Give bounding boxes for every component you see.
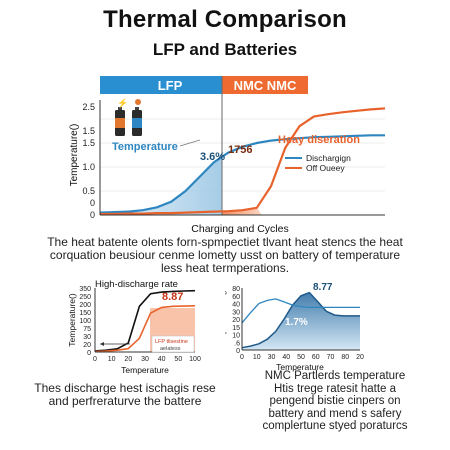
battery-icon-2-terminal: [135, 107, 139, 110]
left-ytick-4: 100: [79, 318, 91, 325]
main-x-label: Charging and Cycles: [191, 223, 288, 235]
bottom-right-line-2: Htis trege ratesit hatte a: [273, 382, 397, 395]
bottom-left-paragraph: Thes discharge hest ischagis rese and pe…: [30, 382, 220, 408]
right-ytick-4: 20: [232, 317, 240, 324]
right-series-peak: [241, 291, 360, 349]
right-xtick-5: 60: [312, 354, 320, 361]
bottom-right-line-4: battery and mend s safery: [268, 407, 402, 420]
main-chart: LFP NMC NMC 0 0 0.5 1.0 1.5 1.5 2.5 Temperature()…: [69, 76, 386, 235]
right-series-plateau: [241, 298, 360, 324]
lfp-banner-label: LFP: [158, 78, 183, 93]
middle-line-1: The heat batente olents forn-spmpectiet …: [47, 235, 403, 249]
battery-icon-1-terminal: [118, 107, 122, 110]
right-ytick-2: 10: [232, 333, 240, 340]
left-xtick-3: 30: [141, 356, 149, 363]
left-ytick-6: 200: [79, 302, 91, 309]
battery-dot-icon: [135, 99, 141, 105]
left-xtick-4: 40: [158, 356, 166, 363]
bottom-right-paragraph: NMC Partlerds temperature Htis trege rat…: [240, 370, 430, 433]
battery-charge-icon: ⚡: [117, 97, 128, 109]
series-nmc-line: [100, 107, 386, 216]
left-arrow-head: [100, 342, 104, 346]
left-x-label: Temperature: [121, 365, 169, 375]
temperature-leader: [179, 139, 201, 147]
legend-label-0: Dischargign: [306, 153, 351, 163]
lfp-area: [100, 156, 222, 215]
lfp-banner-bg: [100, 76, 222, 94]
right-ytick-0: 0: [236, 348, 240, 355]
heay-annotation: Heay diseration: [278, 134, 360, 146]
right-ytick-6: 40: [232, 302, 240, 309]
left-y-label: Temperature(): [67, 293, 77, 347]
right-ytick-8: 80: [232, 286, 240, 293]
left-ytick-2: 30: [83, 334, 91, 341]
left-chart-title: High-discharge rate: [95, 279, 178, 290]
lfp-value-label: 3.6%: [200, 151, 225, 163]
left-legend-label-0: LFP tlisestine: [155, 339, 188, 345]
page-title: Thermal Comparison: [103, 6, 347, 33]
left-legend-label-1: aelatess: [160, 346, 181, 352]
right-ytick-7: 60: [232, 294, 240, 301]
battery-icon-2-band: [132, 118, 142, 128]
main-ytick-6: 2.5: [82, 102, 95, 112]
left-ytick-1: 20: [83, 342, 91, 349]
right-xtick-7: 80: [341, 354, 349, 361]
left-xtick-1: 10: [108, 356, 116, 363]
right-ytick-3: 15: [232, 325, 240, 332]
series-lfp-line: [99, 134, 385, 214]
right-y-label: Temperatuarel(): [225, 290, 227, 350]
right-xtick-4: 50: [297, 354, 305, 361]
bottom-right-line-5: complertune styed poraturcs: [262, 420, 408, 432]
left-series-black: [94, 289, 196, 352]
middle-line-2: corquation beusiour cenme lometty usst o…: [49, 248, 401, 262]
right-center-label: 1.7%: [285, 317, 308, 328]
main-ytick-0: 0: [90, 210, 95, 220]
legend-label-1: Off Oueey: [306, 163, 345, 173]
right-xtick-3: 40: [282, 354, 290, 361]
bottom-right-line-3: pengend bistie cinpers on: [269, 395, 401, 407]
left-ytick-8: 350: [79, 286, 91, 293]
left-legend-box: [151, 335, 195, 353]
bottom-left-line-2: and perfreraturve the battere: [48, 394, 202, 408]
right-xtick-6: 70: [327, 354, 335, 361]
bottom-left-line-1: Thes discharge hest ischagis rese: [34, 381, 216, 395]
right-xtick-8: 20: [356, 354, 364, 361]
page-subtitle: LFP and Batteries: [152, 40, 298, 59]
main-ytick-4: 1.5: [82, 138, 95, 148]
left-xtick-6: 100: [189, 356, 201, 363]
main-ytick-3: 1.0: [82, 162, 95, 172]
right-xtick-2: 30: [268, 354, 276, 361]
nmc-value-label: 1756: [228, 144, 252, 156]
right-value-label: 8.77: [313, 282, 333, 293]
left-ytick-0: 0: [87, 350, 91, 357]
battery-icon-1-band: [115, 118, 125, 128]
left-series-orange: [94, 305, 196, 353]
temperature-annotation: Temperature: [112, 141, 178, 153]
right-xtick-0: 0: [240, 354, 244, 361]
main-y-label: Temperature(): [69, 124, 80, 187]
left-ytick-5: 150: [79, 310, 91, 317]
right-xtick-1: 10: [253, 354, 261, 361]
nmc-banner-label: NMC NMC: [234, 78, 297, 93]
main-ytick-2: 0.5: [82, 186, 95, 196]
left-xtick-2: 20: [124, 356, 132, 363]
left-ytick-7: 250: [79, 294, 91, 301]
left-xtick-5: 50: [174, 356, 182, 363]
bottom-right-line-1: NMC Partlerds temperature: [264, 370, 406, 382]
nmc-banner-bg: [222, 76, 308, 94]
main-ytick-5: 1.5: [82, 126, 95, 136]
right-ytick-1: .6: [234, 340, 240, 347]
main-ytick-1: 0: [90, 198, 95, 208]
middle-paragraph: The heat batente olents forn-spmpectiet …: [30, 236, 420, 275]
right-ytick-5: 30: [232, 309, 240, 316]
left-chart: High-discharge rate8.8702030751001502002…: [67, 279, 201, 375]
left-xtick-0: 0: [93, 356, 97, 363]
middle-line-3: less heat termperations.: [160, 261, 290, 275]
left-ytick-3: 75: [83, 326, 91, 333]
right-x-label: Temperature: [276, 362, 324, 372]
left-value-label: 8.87: [162, 291, 183, 303]
